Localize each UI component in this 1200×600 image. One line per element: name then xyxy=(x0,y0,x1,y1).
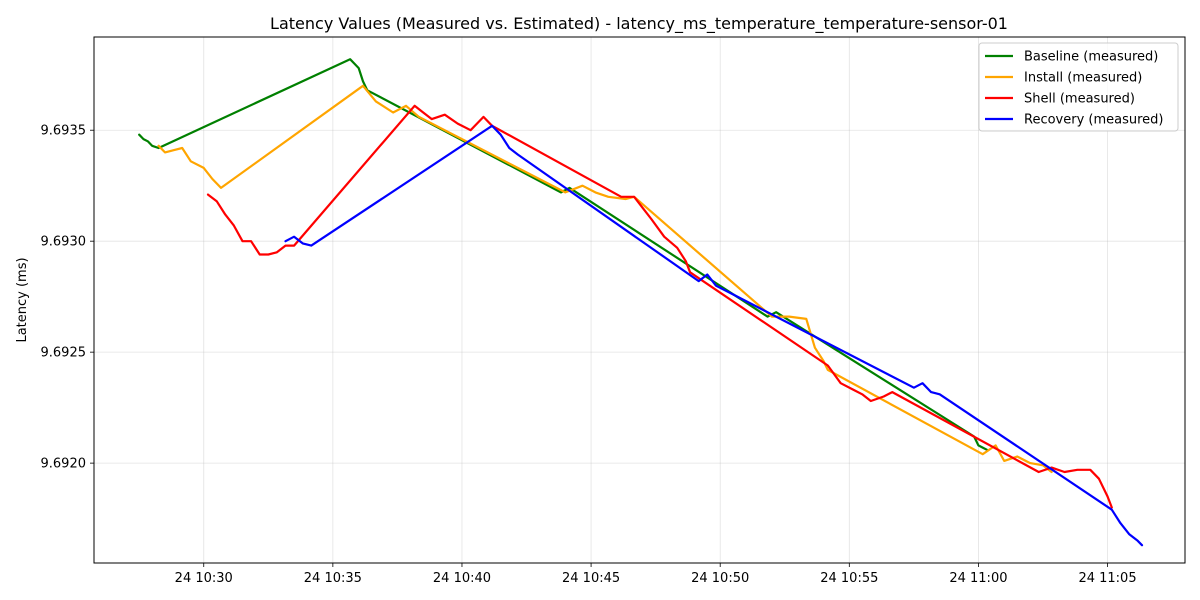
y-axis-ticks: 9.6920 9.6925 9.6930 9.6935 xyxy=(41,124,94,472)
y-axis-label: Latency (ms) xyxy=(15,257,30,342)
chart-title: Latency Values (Measured vs. Estimated) … xyxy=(270,14,1008,34)
x-axis-ticks: 24 10:30 24 10:35 24 10:40 24 10:45 24 10:50… xyxy=(175,563,1137,586)
legend-label: Baseline (measured) xyxy=(1024,50,1158,65)
x-tick-label: 24 11:05 xyxy=(1078,571,1136,586)
x-tick-label: 24 11:00 xyxy=(949,571,1007,586)
x-tick-label: 24 10:55 xyxy=(820,571,878,586)
y-tick-label: 9.6930 xyxy=(41,235,87,250)
series-line-3 xyxy=(206,104,1113,509)
x-tick-label: 24 10:35 xyxy=(304,571,362,586)
y-tick-label: 9.6925 xyxy=(41,346,87,361)
series-lines xyxy=(138,58,1144,547)
y-tick-label: 9.6920 xyxy=(41,457,87,472)
legend: Baseline (measured) Install (measured) She… xyxy=(978,42,1179,132)
legend-label: Recovery (measured) xyxy=(1024,113,1164,128)
y-tick-label: 9.6935 xyxy=(41,124,87,139)
legend-box xyxy=(978,42,1179,132)
legend-label: Shell (measured) xyxy=(1024,92,1135,107)
plot-frame xyxy=(93,36,1186,564)
legend-label: Install (measured) xyxy=(1024,71,1142,86)
x-tick-label: 24 10:40 xyxy=(433,571,491,586)
x-tick-label: 24 10:30 xyxy=(175,571,233,586)
series-line-4 xyxy=(284,124,1144,547)
x-tick-label: 24 10:50 xyxy=(691,571,749,586)
x-tick-label: 24 10:45 xyxy=(562,571,620,586)
